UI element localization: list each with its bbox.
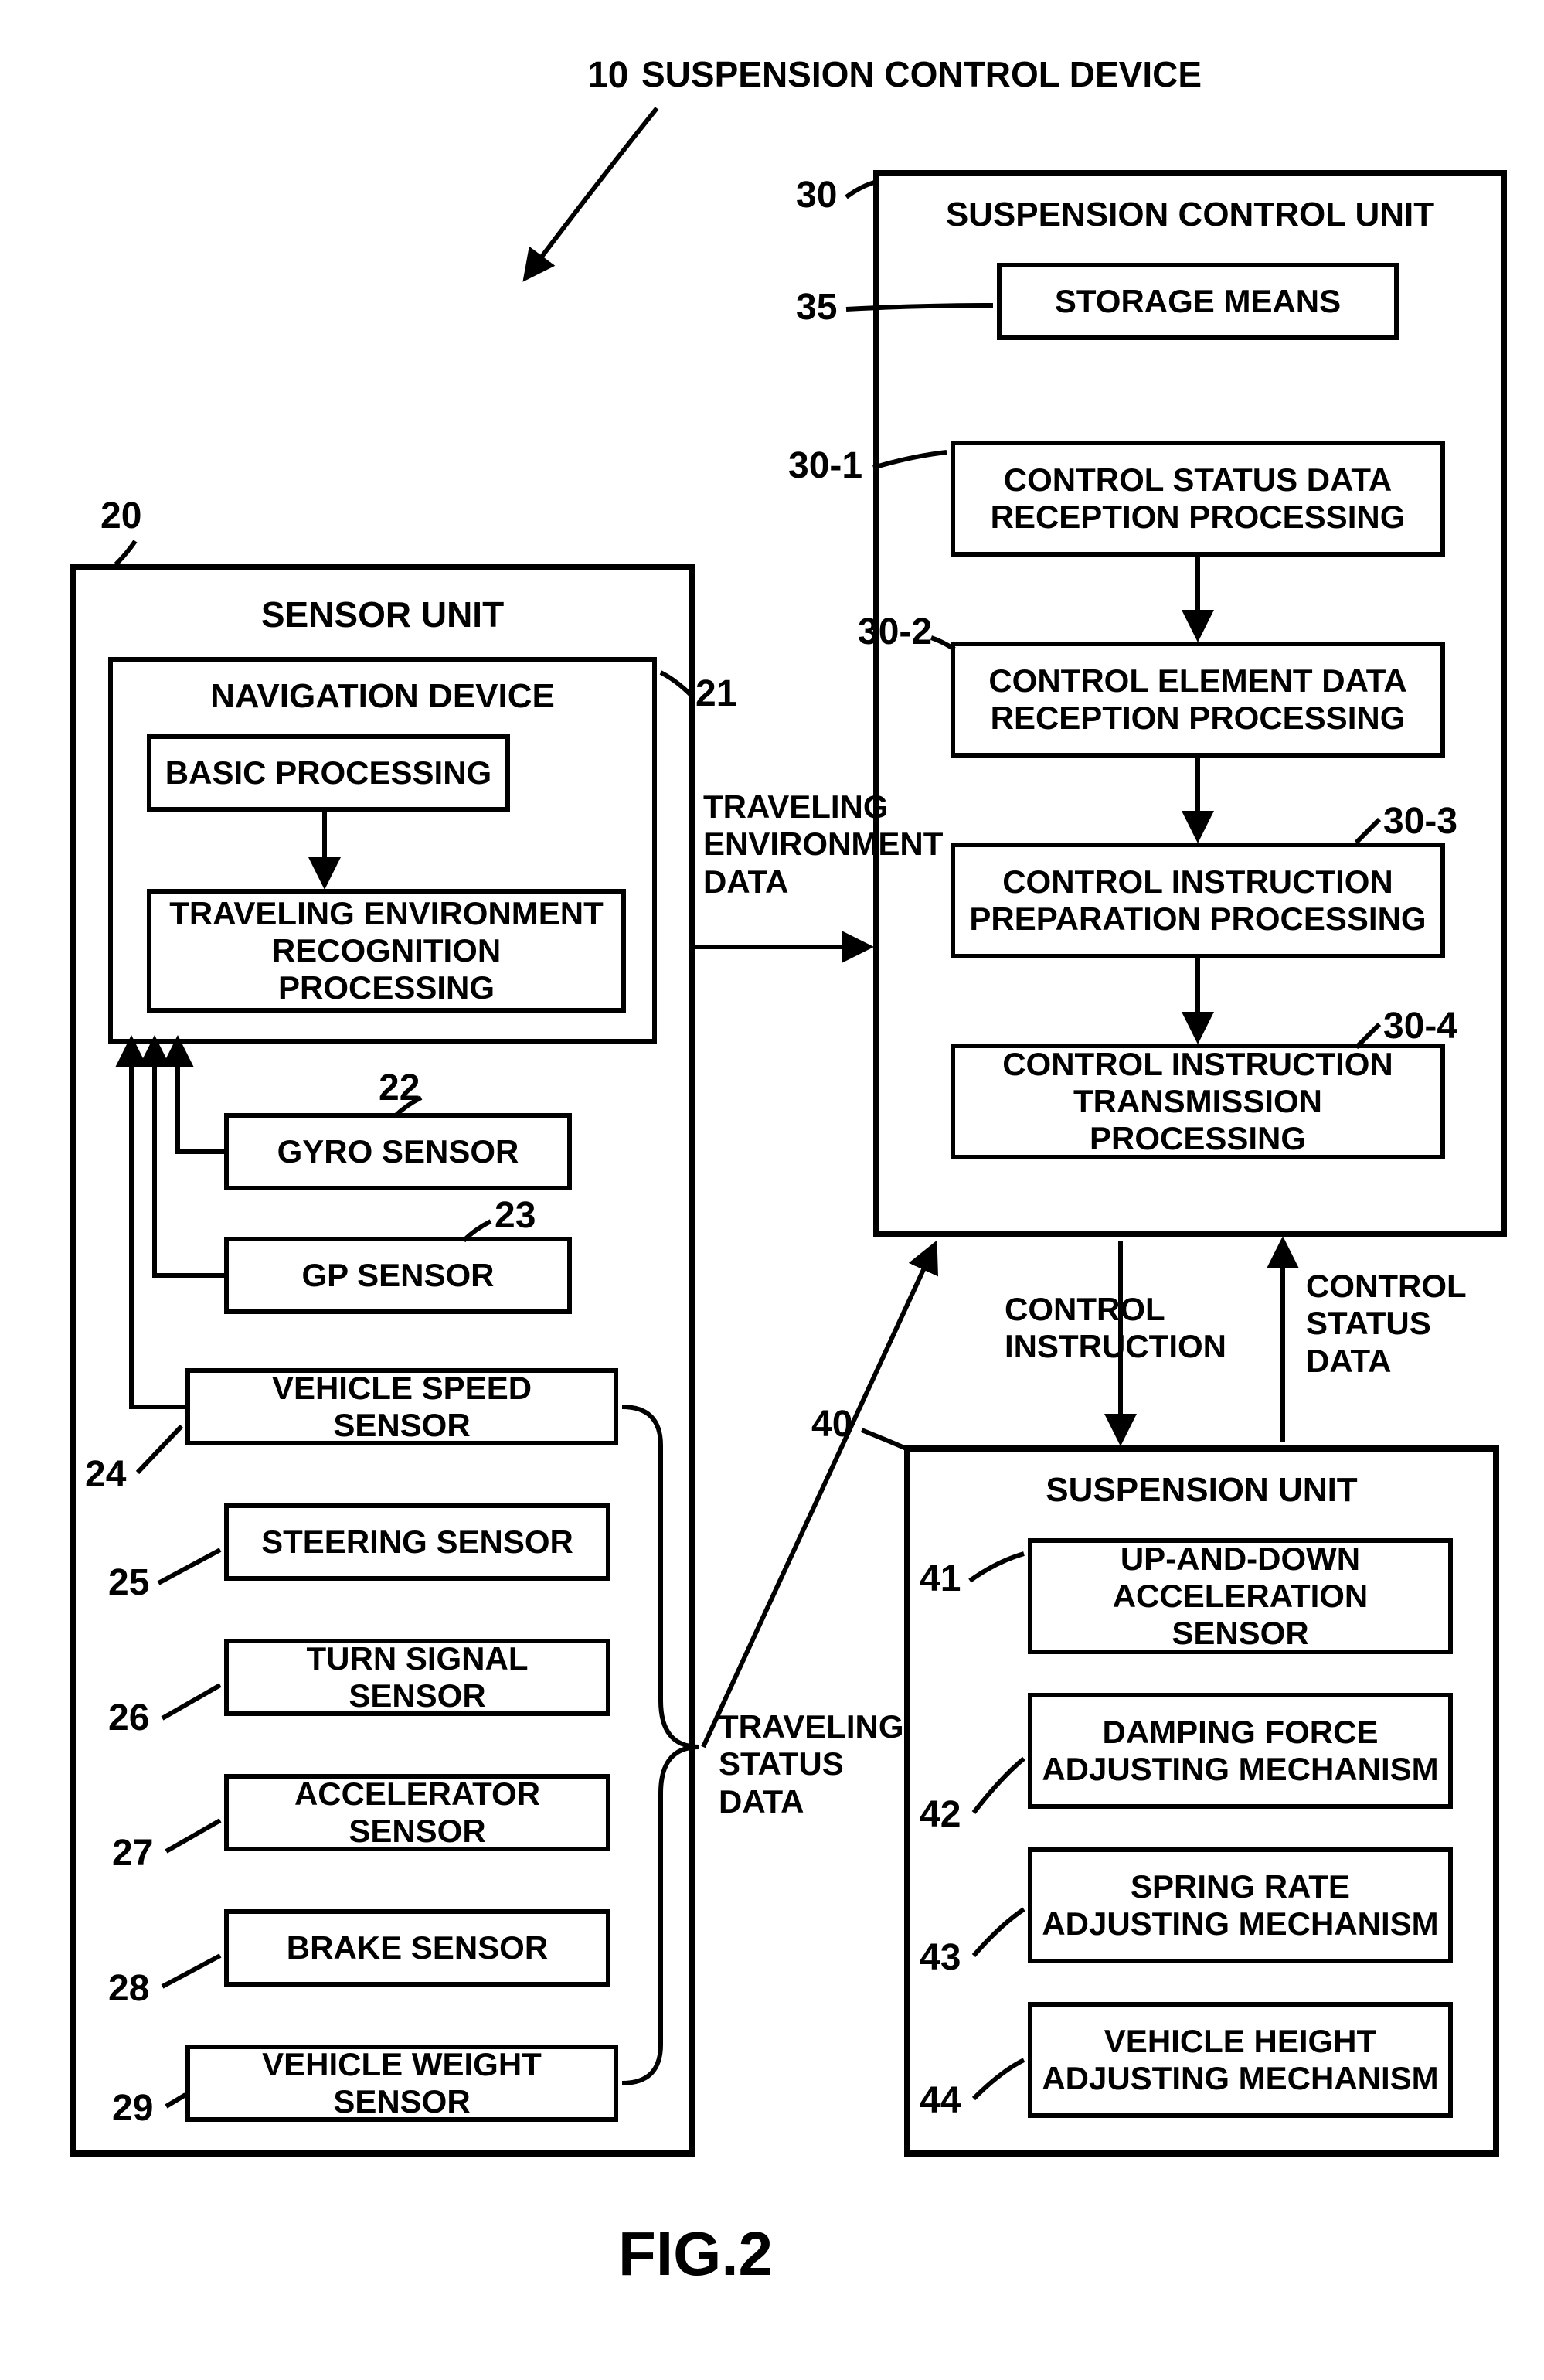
turn-sensor-box: TURN SIGNAL SENSOR <box>224 1639 610 1716</box>
control-unit-ref: 30 <box>796 174 837 216</box>
ctrl-instr-label: CONTROL INSTRUCTION <box>1005 1291 1226 1366</box>
spring-ref: 43 <box>920 1936 961 1979</box>
step1-box: CONTROL STATUS DATA RECEPTION PROCESSING <box>951 441 1445 557</box>
step4-box: CONTROL INSTRUCTION TRANSMISSION PROCESS… <box>951 1044 1445 1159</box>
accel-sensor-box: ACCELERATOR SENSOR <box>224 1774 610 1851</box>
suspension-unit-title: SUSPENSION UNIT <box>910 1471 1493 1510</box>
control-unit-title: SUSPENSION CONTROL UNIT <box>879 196 1501 234</box>
gyro-ref: 22 <box>379 1067 420 1109</box>
brake-ref: 28 <box>108 1967 149 2010</box>
navigation-device-title: NAVIGATION DEVICE <box>113 677 652 716</box>
height-box: VEHICLE HEIGHT ADJUSTING MECHANISM <box>1028 2002 1453 2118</box>
step3-ref: 30-3 <box>1383 800 1457 843</box>
gp-ref: 23 <box>495 1194 536 1237</box>
step1-ref: 30-1 <box>788 444 862 487</box>
step4-ref: 30-4 <box>1383 1005 1457 1047</box>
env-recog-box: TRAVELING ENVIRONMENT RECOGNITION PROCES… <box>147 889 626 1013</box>
height-ref: 44 <box>920 2079 961 2122</box>
speed-ref: 24 <box>85 1453 126 1496</box>
status-data-label: TRAVELING STATUS DATA <box>719 1708 904 1820</box>
steering-sensor-box: STEERING SENSOR <box>224 1503 610 1581</box>
sensor-unit-ref: 20 <box>100 495 141 537</box>
spring-box: SPRING RATE ADJUSTING MECHANISM <box>1028 1847 1453 1963</box>
speed-sensor-box: VEHICLE SPEED SENSOR <box>185 1368 618 1445</box>
brake-sensor-box: BRAKE SENSOR <box>224 1909 610 1987</box>
weight-sensor-box: VEHICLE WEIGHT SENSOR <box>185 2045 618 2122</box>
updown-ref: 41 <box>920 1558 961 1600</box>
updown-sensor-box: UP-AND-DOWN ACCELERATION SENSOR <box>1028 1538 1453 1654</box>
basic-processing-box: BASIC PROCESSING <box>147 734 510 812</box>
storage-ref: 35 <box>796 286 837 329</box>
step3-box: CONTROL INSTRUCTION PREPARATION PROCESSI… <box>951 843 1445 958</box>
turn-ref: 26 <box>108 1697 149 1739</box>
gyro-sensor-box: GYRO SENSOR <box>224 1113 572 1190</box>
env-data-label: TRAVELING ENVIRONMENT DATA <box>703 788 943 901</box>
weight-ref: 29 <box>112 2087 153 2130</box>
damping-ref: 42 <box>920 1793 961 1836</box>
damping-box: DAMPING FORCE ADJUSTING MECHANISM <box>1028 1693 1453 1809</box>
step2-ref: 30-2 <box>858 611 932 653</box>
title-text: SUSPENSION CONTROL DEVICE <box>641 54 1202 95</box>
storage-means-box: STORAGE MEANS <box>997 263 1399 340</box>
steering-ref: 25 <box>108 1561 149 1604</box>
accel-ref: 27 <box>112 1832 153 1874</box>
step2-box: CONTROL ELEMENT DATA RECEPTION PROCESSIN… <box>951 642 1445 758</box>
figure-caption: FIG.2 <box>618 2218 773 2290</box>
gp-sensor-box: GP SENSOR <box>224 1237 572 1314</box>
sensor-unit-title: SENSOR UNIT <box>76 594 689 635</box>
ctrl-status-label: CONTROL STATUS DATA <box>1306 1268 1467 1380</box>
title-ref: 10 <box>587 54 628 97</box>
navigation-ref: 21 <box>695 672 736 715</box>
suspension-unit-ref: 40 <box>811 1403 852 1445</box>
